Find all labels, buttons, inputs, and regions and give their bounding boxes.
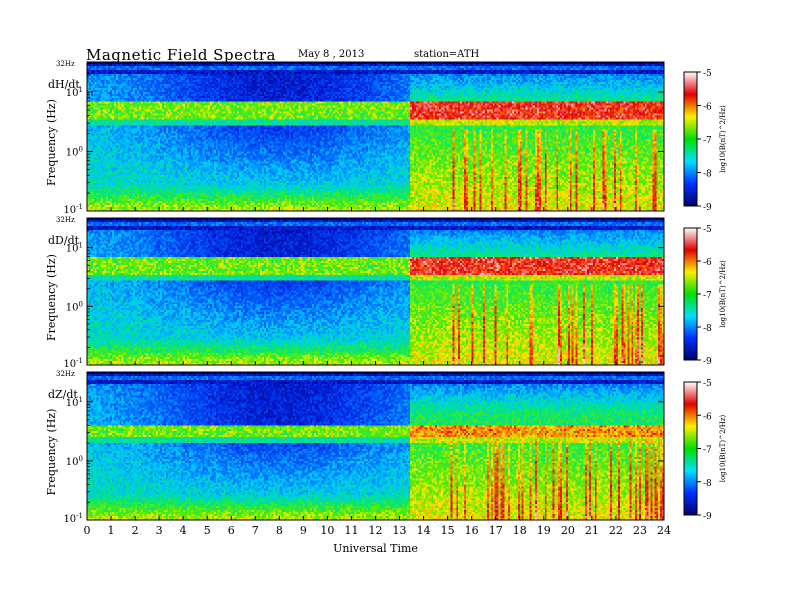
colorbar-tick-label: -8	[703, 324, 712, 334]
x-tick-label: 2	[132, 524, 139, 537]
x-tick-label: 17	[489, 524, 503, 537]
date-label: May 8 , 2013	[298, 49, 365, 60]
colorbar-tick-label: -8	[703, 479, 712, 489]
x-tick-label: 16	[465, 524, 479, 537]
station-label: station=ATH	[414, 49, 480, 60]
x-tick-label: 4	[180, 524, 187, 537]
colorbar	[683, 227, 698, 361]
x-axis-label: Universal Time	[333, 542, 418, 555]
y-tick-label: 101	[66, 242, 83, 255]
colorbar-tick-label: -8	[703, 170, 712, 180]
colorbar-label: log10(B(nT)^2/Hz)	[719, 105, 727, 173]
x-tick-label: 0	[84, 524, 91, 537]
x-tick-label: 9	[300, 524, 307, 537]
x-tick-label: 19	[537, 524, 551, 537]
y-axis-label: Frequency (Hz)	[45, 99, 58, 186]
panel-label: dD/dt	[48, 234, 80, 247]
x-tick-label: 8	[276, 524, 283, 537]
colorbar-tick-label: -7	[703, 136, 712, 146]
x-tick-label: 20	[561, 524, 575, 537]
y-tick-label: 101	[66, 396, 83, 409]
x-tick-label: 15	[441, 524, 455, 537]
top-freq-label: 32Hz	[56, 60, 75, 68]
colorbar-tick-label: -7	[703, 291, 712, 301]
x-tick-label: 22	[609, 524, 623, 537]
top-freq-label: 32Hz	[56, 216, 75, 224]
y-tick-label: 10-1	[63, 512, 83, 525]
colorbar-tick-label: -9	[703, 203, 712, 213]
x-tick-label: 1	[108, 524, 115, 537]
y-tick-label: 10-1	[63, 203, 83, 216]
x-tick-label: 18	[513, 524, 527, 537]
x-tick-label: 6	[228, 524, 235, 537]
colorbar-tick-label: -9	[703, 357, 712, 367]
x-tick-label: 7	[252, 524, 259, 537]
y-tick-label: 100	[66, 300, 83, 313]
top-freq-label: 32Hz	[56, 370, 75, 378]
spectrogram-dZ-dt	[87, 372, 664, 520]
spectrogram-dH-dt	[87, 62, 664, 211]
x-tick-label: 13	[393, 524, 407, 537]
y-axis-label: Frequency (Hz)	[45, 409, 58, 496]
x-tick-label: 5	[204, 524, 211, 537]
y-axis-label: Frequency (Hz)	[45, 254, 58, 341]
colorbar	[683, 71, 698, 207]
x-tick-label: 24	[657, 524, 671, 537]
x-tick-label: 11	[344, 524, 358, 537]
colorbar-tick-label: -5	[703, 225, 712, 235]
y-tick-label: 100	[66, 455, 83, 468]
figure-title: Magnetic Field Spectra	[86, 46, 276, 64]
x-tick-label: 21	[585, 524, 599, 537]
panel-label: dZ/dt	[48, 388, 78, 401]
colorbar-tick-label: -5	[703, 379, 712, 389]
colorbar-tick-label: -5	[703, 69, 712, 79]
colorbar-tick-label: -6	[703, 103, 712, 113]
x-tick-label: 23	[633, 524, 647, 537]
colorbar-label: log10(B(nT)^2/Hz)	[719, 260, 727, 328]
x-tick-label: 14	[417, 524, 431, 537]
y-tick-label: 101	[66, 86, 83, 99]
y-tick-label: 10-1	[63, 357, 83, 370]
y-tick-label: 100	[66, 146, 83, 159]
panel-label: dH/dt	[48, 78, 80, 91]
colorbar-tick-label: -9	[703, 512, 712, 522]
x-tick-label: 3	[156, 524, 163, 537]
x-tick-label: 12	[369, 524, 383, 537]
colorbar-tick-label: -7	[703, 446, 712, 456]
spectrogram-dD-dt	[87, 218, 664, 365]
x-tick-label: 10	[320, 524, 334, 537]
colorbar-tick-label: -6	[703, 412, 712, 422]
colorbar-label: log10(B(nT)^2/Hz)	[719, 414, 727, 482]
colorbar-tick-label: -6	[703, 258, 712, 268]
colorbar	[683, 381, 698, 516]
